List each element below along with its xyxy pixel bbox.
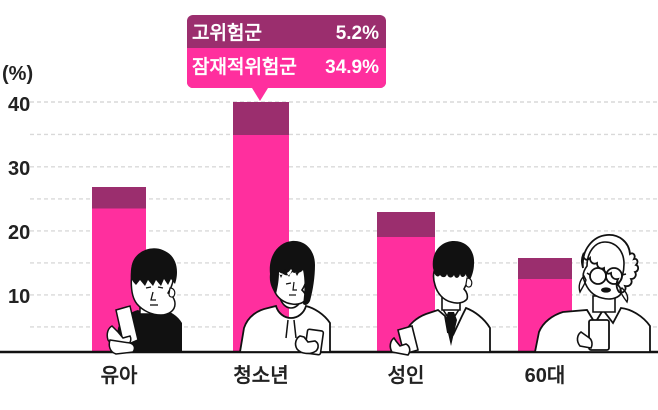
svg-text:유아: 유아: [101, 364, 138, 387]
svg-text:34.9%: 34.9%: [325, 57, 379, 78]
svg-text:30: 30: [8, 158, 30, 180]
svg-text:60대: 60대: [525, 364, 566, 387]
svg-text:20: 20: [8, 222, 30, 244]
svg-text:성인: 성인: [388, 364, 425, 387]
svg-text:잠재적위험군: 잠재적위험군: [192, 56, 297, 78]
svg-text:10: 10: [8, 286, 30, 308]
svg-text:고위험군: 고위험군: [192, 22, 262, 44]
svg-text:(%): (%): [2, 63, 33, 85]
svg-text:5.2%: 5.2%: [336, 23, 379, 44]
svg-text:청소년: 청소년: [233, 364, 288, 387]
svg-text:40: 40: [8, 94, 30, 116]
